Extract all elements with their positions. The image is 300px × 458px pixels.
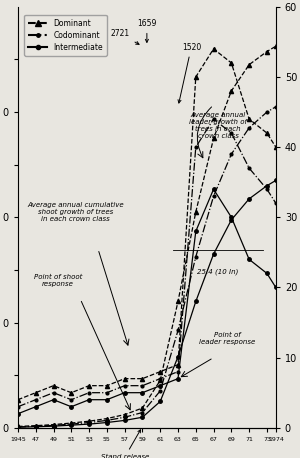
Codominant xyxy=(141,410,144,415)
Codominant xyxy=(212,193,215,199)
Codominant xyxy=(105,418,109,423)
Dominant xyxy=(274,44,278,49)
Codominant xyxy=(123,414,126,420)
Text: 1659: 1659 xyxy=(137,19,157,43)
Intermediate xyxy=(158,399,162,404)
Intermediate xyxy=(265,183,269,188)
Codominant xyxy=(87,420,91,425)
Codominant xyxy=(230,152,233,157)
Dominant xyxy=(141,405,144,411)
Text: 25.4 (10 In): 25.4 (10 In) xyxy=(197,268,239,275)
Dominant xyxy=(247,62,251,67)
Line: Codominant: Codominant xyxy=(15,104,279,430)
Text: Stand release: Stand release xyxy=(100,430,149,458)
Dominant xyxy=(16,424,20,429)
Dominant xyxy=(87,419,91,424)
Intermediate xyxy=(230,217,233,223)
Dominant xyxy=(34,423,38,428)
Text: 1520: 1520 xyxy=(178,43,201,103)
Codominant xyxy=(247,125,251,131)
Intermediate xyxy=(176,354,180,360)
Intermediate xyxy=(105,420,109,425)
Text: Point of
leader response: Point of leader response xyxy=(199,332,255,344)
Text: Point of shoot
response: Point of shoot response xyxy=(34,274,82,287)
Intermediate xyxy=(16,425,20,430)
Text: Average annual
leader growth of
trees in each
crown class: Average annual leader growth of trees in… xyxy=(189,112,247,139)
Codominant xyxy=(16,424,20,430)
Codominant xyxy=(52,423,55,428)
Dominant xyxy=(265,49,269,54)
Intermediate xyxy=(141,414,144,420)
Codominant xyxy=(176,327,180,333)
Text: Average annual cumulative
shoot growth of trees
in each crown class: Average annual cumulative shoot growth o… xyxy=(27,202,124,222)
Intermediate xyxy=(87,421,91,427)
Dominant xyxy=(212,136,215,141)
Codominant xyxy=(70,421,73,427)
Codominant xyxy=(158,388,162,394)
Dominant xyxy=(52,422,55,427)
Codominant xyxy=(265,109,269,115)
Dominant xyxy=(123,412,126,417)
Legend: Dominant, Codominant, Intermediate: Dominant, Codominant, Intermediate xyxy=(24,15,107,55)
Intermediate xyxy=(52,424,55,429)
Intermediate xyxy=(212,251,215,257)
Codominant xyxy=(34,424,38,429)
Intermediate xyxy=(34,424,38,430)
Codominant xyxy=(194,254,198,260)
Line: Dominant: Dominant xyxy=(16,44,278,429)
Intermediate xyxy=(194,299,198,304)
Text: 2721: 2721 xyxy=(111,29,139,44)
Line: Intermediate: Intermediate xyxy=(16,179,278,429)
Dominant xyxy=(105,416,109,421)
Dominant xyxy=(70,420,73,426)
Dominant xyxy=(194,209,198,215)
Dominant xyxy=(176,299,180,304)
Intermediate xyxy=(247,196,251,202)
Intermediate xyxy=(70,422,73,428)
Intermediate xyxy=(123,418,126,423)
Codominant xyxy=(274,104,278,109)
Intermediate xyxy=(274,178,278,183)
Dominant xyxy=(158,378,162,383)
Dominant xyxy=(230,88,233,94)
